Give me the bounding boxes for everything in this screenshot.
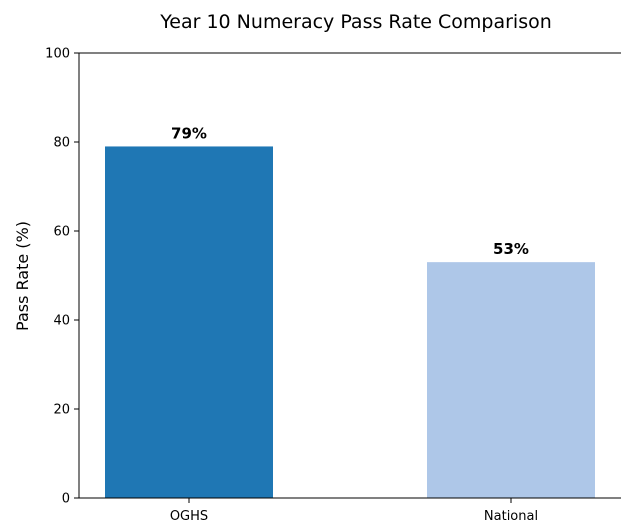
y-tick-label: 40 [53, 314, 70, 329]
x-tick-label-national: National [484, 509, 538, 522]
y-tick-label: 60 [53, 225, 70, 240]
bars-layer [105, 146, 595, 498]
data-label-national: 53% [493, 240, 529, 258]
chart-title: Year 10 Numeracy Pass Rate Comparison [159, 11, 552, 33]
x-tick-label-oghs: OGHS [170, 509, 208, 522]
x-ticks-layer: OGHS National [170, 498, 538, 522]
data-label-oghs: 79% [171, 124, 207, 142]
y-tick-label: 20 [53, 403, 70, 418]
y-tick-label: 100 [45, 47, 70, 62]
axes-frame [78, 52, 621, 499]
y-ticks-layer: 0 20 40 60 80 100 [45, 47, 79, 507]
y-tick-label: 0 [62, 492, 70, 507]
bar-oghs [105, 146, 273, 498]
data-labels-layer: 79% 53% [171, 124, 529, 258]
y-tick-label: 80 [53, 136, 70, 151]
bar-national [427, 262, 595, 498]
y-axis-label: Pass Rate (%) [13, 221, 32, 331]
